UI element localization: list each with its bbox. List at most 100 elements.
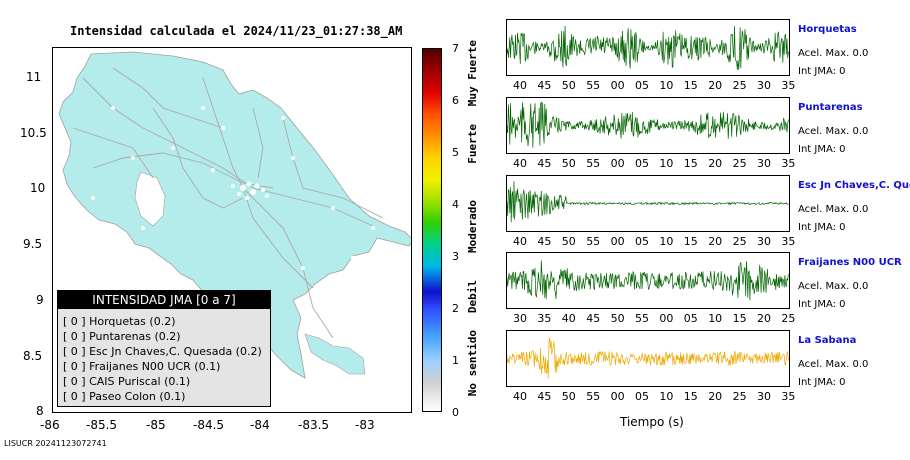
waveform-trace[interactable] xyxy=(506,175,790,232)
time-tick: 50 xyxy=(561,235,576,248)
waveform-time-axis: 30 35 40 45 50 55 00 05 10 15 20 25 xyxy=(506,312,795,326)
time-tick: 50 xyxy=(561,157,576,170)
station-dots xyxy=(91,106,375,320)
waveform-svg xyxy=(507,260,789,301)
station-jma-intensity: Int JMA: 0 xyxy=(798,144,846,155)
station-max-accel: Acel. Max. 0.0 xyxy=(798,281,869,292)
time-tick: 10 xyxy=(659,79,674,92)
costa-rica-land xyxy=(58,51,411,379)
waveform-trace[interactable] xyxy=(506,97,790,154)
colorbar-label-fuerte: Fuerte xyxy=(466,124,479,164)
intensity-legend: INTENSIDAD JMA [0 a 7] [ 0 ] Horquetas (… xyxy=(57,290,271,407)
legend-level: [ 0 ] xyxy=(63,390,86,403)
time-tick: 35 xyxy=(781,390,796,403)
time-tick: 00 xyxy=(610,235,625,248)
waveform-trace[interactable] xyxy=(506,252,790,309)
time-tick: 30 xyxy=(757,235,771,248)
time-tick: 05 xyxy=(635,390,649,403)
colorbar-label-no-sentido: No sentido xyxy=(466,330,479,397)
colorbar-label-debil: Debil xyxy=(466,280,479,314)
time-tick: 55 xyxy=(586,390,601,403)
map-x-tick: -83 xyxy=(355,418,375,432)
time-tick: 15 xyxy=(683,157,698,170)
colorbar-tick: 0 xyxy=(452,406,459,419)
colorbar-tick: 1 xyxy=(452,354,459,367)
legend-level: [ 0 ] xyxy=(63,345,86,358)
map-x-tick: -85 xyxy=(146,418,166,432)
legend-label: Puntarenas (0.2) xyxy=(89,330,181,343)
map-y-tick: 8.5 xyxy=(23,349,43,363)
waveform-time-axis: 40 45 50 55 00 05 10 15 20 25 30 35 xyxy=(506,157,795,171)
station-name: Esc Jn Chaves,C. Ques xyxy=(798,180,910,191)
legend-label: CAIS Puriscal (0.1) xyxy=(89,375,191,388)
station-max-accel: Acel. Max. 0.0 xyxy=(798,126,869,137)
legend-label: Paseo Colon (0.1) xyxy=(89,390,186,403)
time-tick: 30 xyxy=(513,312,527,325)
colorbar-tick: 3 xyxy=(452,250,459,263)
time-tick: 35 xyxy=(537,312,552,325)
legend-row: [ 0 ] Fraijanes N00 UCR (0.1) xyxy=(63,360,220,373)
time-tick: 45 xyxy=(537,235,552,248)
time-tick: 05 xyxy=(635,157,649,170)
map-y-tick: 8 xyxy=(36,404,44,418)
colorbar-tick: 6 xyxy=(452,94,459,107)
time-tick: 50 xyxy=(610,312,625,325)
map-y-tick: 9.5 xyxy=(23,237,43,251)
map-x-tick: -83.5 xyxy=(298,418,330,432)
colorbar-label-muy-fuerte: Muy Fuerte xyxy=(466,40,479,107)
time-tick: 55 xyxy=(586,235,601,248)
time-tick: 20 xyxy=(708,235,723,248)
station-name: La Sabana xyxy=(798,335,857,346)
time-tick: 00 xyxy=(610,390,625,403)
legend-row: [ 0 ] Horquetas (0.2) xyxy=(63,315,176,328)
nicoya-gulf xyxy=(134,171,166,227)
time-tick: 55 xyxy=(586,157,601,170)
map-y-tick: 10 xyxy=(30,181,46,195)
legend-level: [ 0 ] xyxy=(63,360,86,373)
waveform-svg xyxy=(507,181,789,223)
map-title: Intensidad calculada el 2024/11/23_01:27… xyxy=(70,24,403,38)
time-tick: 45 xyxy=(586,312,601,325)
map-x-tick: -86 xyxy=(40,418,60,432)
station-jma-intensity: Int JMA: 0 xyxy=(798,377,846,388)
waveform-time-axis: 40 45 50 55 00 05 10 15 20 25 30 35 xyxy=(506,390,795,404)
map-y-tick: 10.5 xyxy=(20,126,47,140)
station-jma-intensity: Int JMA: 0 xyxy=(798,299,846,310)
time-tick: 10 xyxy=(659,390,674,403)
footer-id: LISUCR 20241123072741 xyxy=(4,439,107,448)
legend-row: [ 0 ] Puntarenas (0.2) xyxy=(63,330,181,343)
time-tick: 00 xyxy=(610,157,625,170)
station-name: Fraijanes N00 UCR xyxy=(798,257,902,268)
station-jma-intensity: Int JMA: 0 xyxy=(798,66,846,77)
waveform-svg xyxy=(507,337,789,379)
time-tick: 55 xyxy=(586,79,601,92)
station-name: Horquetas xyxy=(798,24,857,35)
time-tick: 45 xyxy=(537,390,552,403)
time-tick: 40 xyxy=(513,157,527,170)
time-tick: 50 xyxy=(561,390,576,403)
waveform-trace[interactable] xyxy=(506,19,790,76)
time-tick: 25 xyxy=(732,390,747,403)
map-y-tick: 11 xyxy=(26,70,42,84)
time-tick: 55 xyxy=(635,312,649,325)
time-tick: 45 xyxy=(537,157,552,170)
time-tick: 40 xyxy=(513,79,527,92)
station-max-accel: Acel. Max. 0.0 xyxy=(798,48,869,59)
legend-header: INTENSIDAD JMA [0 a 7] xyxy=(58,291,270,309)
legend-row: [ 0 ] Paseo Colon (0.1) xyxy=(63,390,185,403)
time-tick: 00 xyxy=(610,79,625,92)
time-tick: 20 xyxy=(708,157,723,170)
map-x-tick: -84.5 xyxy=(193,418,225,432)
colorbar-tick: 7 xyxy=(452,42,459,55)
time-tick: 10 xyxy=(659,157,674,170)
waveform-time-axis: 40 45 50 55 00 05 10 15 20 25 30 35 xyxy=(506,79,795,93)
time-tick: 40 xyxy=(561,312,576,325)
legend-label: Fraijanes N00 UCR (0.1) xyxy=(89,360,221,373)
waveform-trace[interactable] xyxy=(506,330,790,387)
time-tick: 05 xyxy=(635,235,649,248)
time-tick: 15 xyxy=(732,312,747,325)
time-tick: 15 xyxy=(683,79,698,92)
map-x-tick: -84 xyxy=(250,418,270,432)
costa-rica-map-svg xyxy=(58,51,411,379)
station-jma-intensity: Int JMA: 0 xyxy=(798,222,846,233)
